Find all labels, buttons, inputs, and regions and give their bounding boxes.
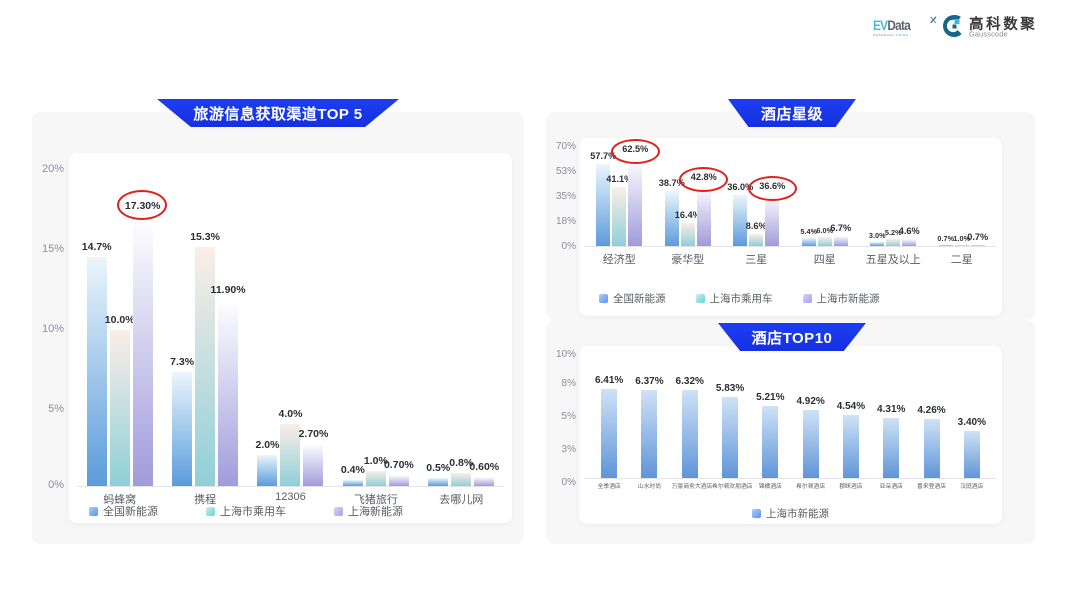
svg-text:EVData: EVData — [873, 17, 912, 33]
svg-text:Gausscode: Gausscode — [969, 30, 1008, 39]
svg-text:SHANGHAI CHINA: SHANGHAI CHINA — [873, 33, 909, 37]
